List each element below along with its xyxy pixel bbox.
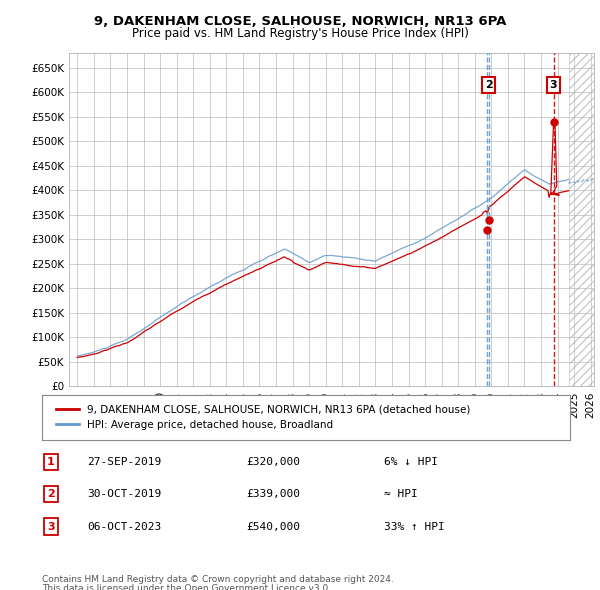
Text: 2: 2 bbox=[47, 489, 55, 499]
Text: ≈ HPI: ≈ HPI bbox=[384, 489, 418, 499]
Text: £339,000: £339,000 bbox=[246, 489, 300, 499]
Text: £320,000: £320,000 bbox=[246, 457, 300, 467]
Text: This data is licensed under the Open Government Licence v3.0.: This data is licensed under the Open Gov… bbox=[42, 584, 331, 590]
Text: Contains HM Land Registry data © Crown copyright and database right 2024.: Contains HM Land Registry data © Crown c… bbox=[42, 575, 394, 584]
Text: 3: 3 bbox=[47, 522, 55, 532]
Text: 3: 3 bbox=[550, 80, 557, 90]
Text: Price paid vs. HM Land Registry's House Price Index (HPI): Price paid vs. HM Land Registry's House … bbox=[131, 27, 469, 40]
Text: 33% ↑ HPI: 33% ↑ HPI bbox=[384, 522, 445, 532]
Text: 2: 2 bbox=[485, 80, 493, 90]
Text: 9, DAKENHAM CLOSE, SALHOUSE, NORWICH, NR13 6PA: 9, DAKENHAM CLOSE, SALHOUSE, NORWICH, NR… bbox=[94, 15, 506, 28]
Text: 06-OCT-2023: 06-OCT-2023 bbox=[87, 522, 161, 532]
Text: 27-SEP-2019: 27-SEP-2019 bbox=[87, 457, 161, 467]
Text: £540,000: £540,000 bbox=[246, 522, 300, 532]
Legend: 9, DAKENHAM CLOSE, SALHOUSE, NORWICH, NR13 6PA (detached house), HPI: Average pr: 9, DAKENHAM CLOSE, SALHOUSE, NORWICH, NR… bbox=[52, 402, 473, 433]
Text: 30-OCT-2019: 30-OCT-2019 bbox=[87, 489, 161, 499]
Text: 1: 1 bbox=[47, 457, 55, 467]
Text: 6% ↓ HPI: 6% ↓ HPI bbox=[384, 457, 438, 467]
